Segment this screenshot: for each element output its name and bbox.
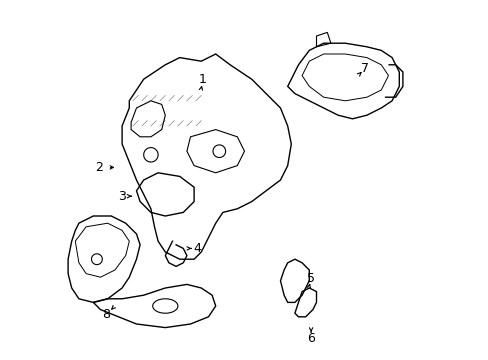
Text: 5: 5 — [306, 273, 314, 285]
Text: 1: 1 — [199, 73, 206, 86]
Text: 8: 8 — [102, 309, 110, 321]
Text: 7: 7 — [360, 62, 368, 75]
Text: 3: 3 — [118, 190, 126, 203]
Text: 4: 4 — [193, 242, 201, 255]
Text: 2: 2 — [95, 161, 102, 174]
Text: 6: 6 — [306, 332, 314, 345]
